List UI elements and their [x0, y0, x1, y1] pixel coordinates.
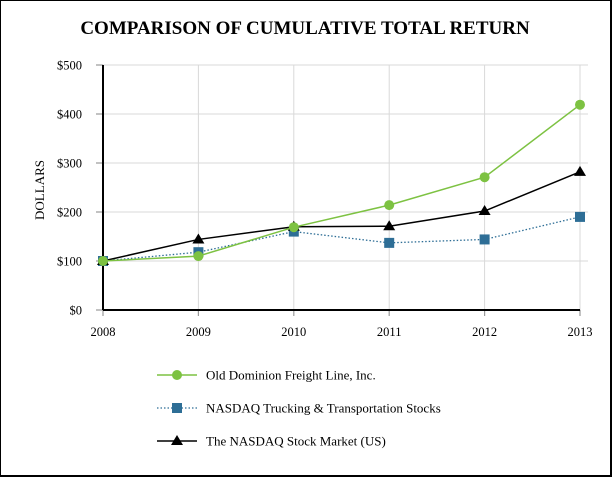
legend-label: NASDAQ Trucking & Transportation Stocks	[206, 401, 441, 416]
data-point	[383, 220, 396, 231]
data-point	[288, 222, 299, 233]
x-tick-label: 2008	[91, 325, 116, 339]
x-tick-label: 2013	[568, 325, 593, 339]
series-circle	[98, 99, 585, 266]
x-tick-label: 2012	[472, 325, 497, 339]
y-tick-labels: $0 $100 $200 $300 $400 $500	[57, 59, 82, 318]
y-tick-label: $200	[57, 206, 82, 220]
legend-label: The NASDAQ Stock Market (US)	[206, 434, 386, 449]
data-point	[478, 205, 491, 216]
y-axis-label: DOLLARS	[32, 160, 47, 220]
x-tick-label: 2009	[186, 325, 211, 339]
legend-label: Old Dominion Freight Line, Inc.	[206, 368, 376, 383]
y-tick-label: $300	[57, 157, 82, 171]
series-line	[102, 104, 581, 262]
data-point	[192, 233, 205, 244]
data-point	[575, 211, 585, 222]
data-point	[575, 99, 585, 110]
legend-marker-triangle	[171, 435, 183, 445]
x-tick-labels: 2008 2009 2010 2011 2012 2013	[91, 325, 593, 339]
y-tick-label: $100	[57, 255, 82, 269]
data-point	[479, 234, 490, 245]
data-point	[98, 256, 108, 266]
data-point	[384, 237, 395, 248]
x-tick-label: 2010	[281, 325, 306, 339]
chart-title: COMPARISON OF CUMULATIVE TOTAL RETURN	[80, 18, 530, 39]
data-point	[479, 172, 490, 183]
legend-marker-circle	[172, 370, 182, 380]
legend-item: Old Dominion Freight Line, Inc.	[157, 368, 376, 383]
x-tick-label: 2011	[377, 325, 402, 339]
legend-marker-square	[172, 403, 182, 413]
grid	[103, 64, 588, 310]
axes	[96, 64, 581, 316]
series-line	[102, 216, 581, 262]
y-tick-label: $500	[57, 59, 82, 73]
series-group	[97, 99, 586, 266]
data-point	[574, 165, 586, 176]
series-line	[102, 171, 581, 262]
y-tick-label: $0	[70, 304, 83, 318]
y-tick-label: $400	[57, 108, 82, 122]
data-point	[193, 251, 204, 262]
data-point	[384, 200, 395, 211]
legend: Old Dominion Freight Line, Inc. NASDAQ Tr…	[157, 368, 441, 449]
legend-item: The NASDAQ Stock Market (US)	[157, 434, 386, 449]
legend-item: NASDAQ Trucking & Transportation Stocks	[157, 401, 441, 416]
